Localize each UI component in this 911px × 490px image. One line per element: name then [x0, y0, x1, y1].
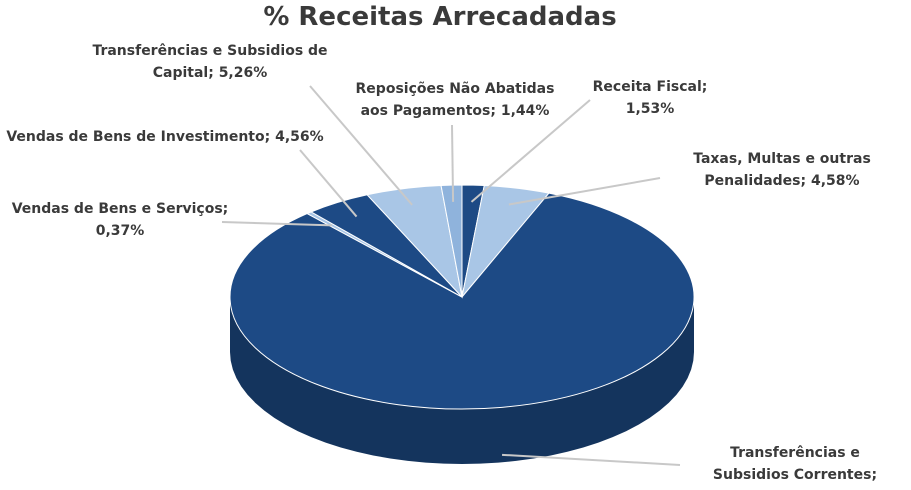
leader-line — [221, 221, 333, 227]
value-label: 1,44% — [500, 103, 550, 119]
value-label: 4,56% — [275, 129, 324, 145]
category-label: Reposições Não Abatidas aos Pagamentos; — [355, 81, 555, 119]
leader-line — [309, 85, 413, 206]
category-label: Receita Fiscal; — [592, 79, 708, 95]
value-label: 5,26% — [218, 65, 268, 81]
category-label: Transferências e Subsidios de Capital; — [92, 43, 328, 81]
data-label: Transferências e Subsidios Correntes; 82… — [695, 442, 895, 490]
category-label: Taxas, Multas e outras Penalidades; — [693, 151, 871, 189]
data-label: Receita Fiscal; 1,53% — [585, 76, 715, 120]
leader-line — [501, 453, 681, 466]
data-label: Vendas de Bens de Investimento; 4,56% — [0, 126, 335, 148]
category-label: Transferências e Subsidios Correntes; — [712, 445, 878, 483]
leader-line — [508, 177, 661, 206]
slice — [440, 184, 463, 298]
slice-side — [230, 297, 694, 464]
leader-line — [451, 124, 455, 202]
data-label: Vendas de Bens e Serviços; 0,37% — [5, 198, 235, 242]
category-label: Vendas de Bens e Serviços; — [11, 201, 229, 217]
data-label: Reposições Não Abatidas aos Pagamentos; … — [355, 78, 555, 122]
leader-line — [470, 99, 591, 203]
value-label: 4,58% — [810, 173, 860, 189]
value-label: 1,53% — [625, 101, 675, 117]
category-label: Vendas de Bens de Investimento; — [6, 129, 271, 145]
leader-line — [299, 149, 358, 218]
data-label: Transferências e Subsidios de Capital; 5… — [70, 40, 350, 84]
data-label: Taxas, Multas e outras Penalidades; 4,58… — [687, 148, 877, 192]
slice — [229, 192, 695, 410]
value-label: 0,37% — [95, 223, 145, 239]
chart-title: % Receitas Arrecadadas — [263, 2, 617, 32]
